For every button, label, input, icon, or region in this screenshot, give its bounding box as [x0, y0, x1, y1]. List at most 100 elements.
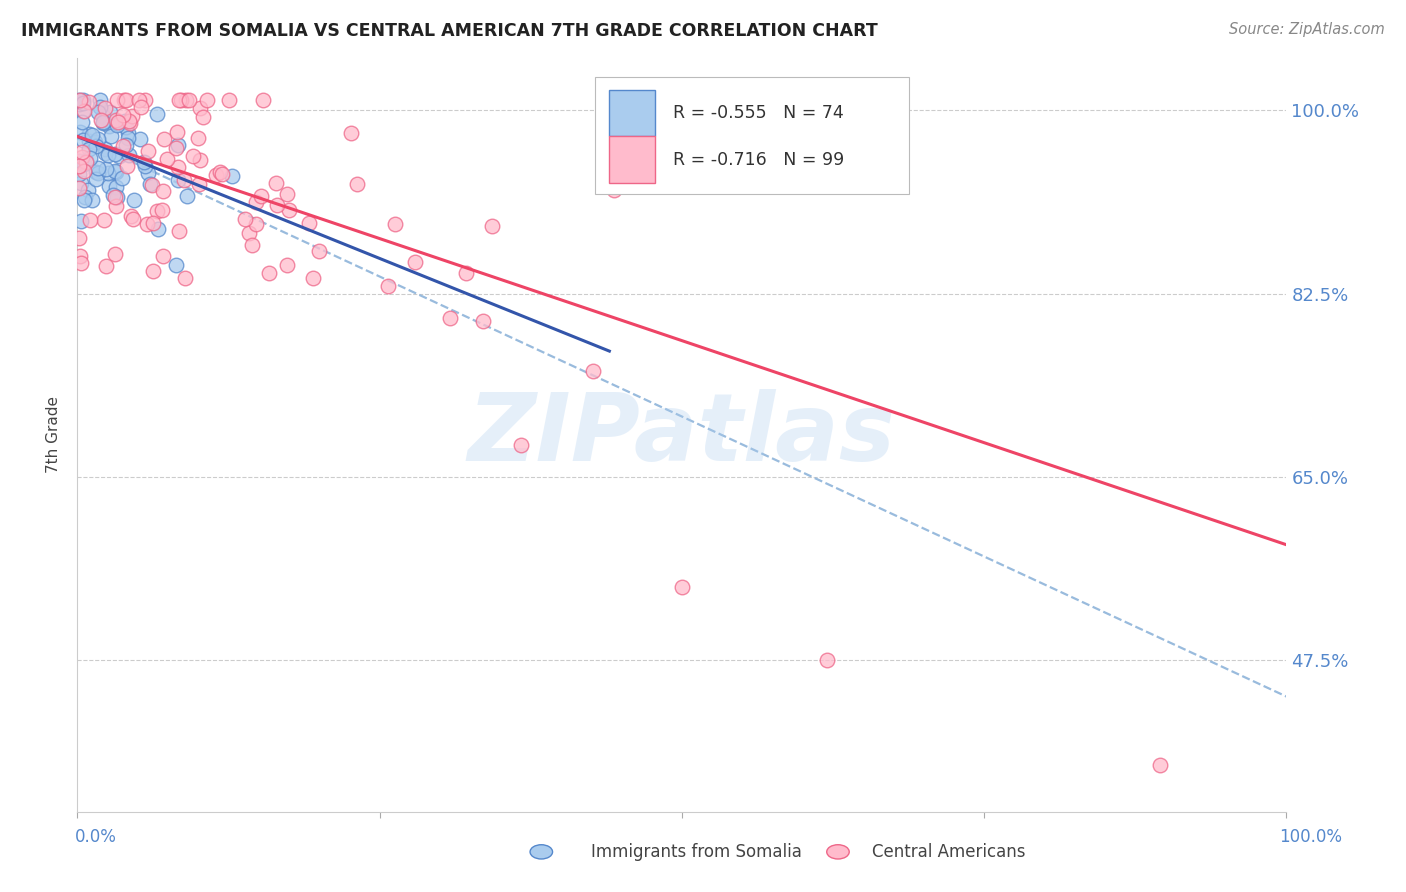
Point — [128, 93, 150, 107]
Point — [167, 173, 190, 187]
Point — [98, 104, 121, 119]
Point — [174, 93, 197, 107]
Point — [132, 155, 155, 169]
Point — [67, 153, 90, 168]
Point — [107, 114, 129, 128]
Point — [439, 311, 461, 326]
Point — [150, 203, 173, 218]
Point — [97, 166, 120, 180]
Point — [124, 193, 146, 207]
Point — [112, 108, 135, 122]
Point — [73, 164, 96, 178]
Point — [146, 203, 169, 218]
Point — [249, 189, 271, 203]
Point — [176, 189, 198, 203]
Point — [107, 93, 129, 107]
Point — [69, 256, 91, 270]
Point — [603, 183, 626, 197]
Point — [93, 142, 115, 156]
Point — [87, 132, 110, 146]
Point — [115, 93, 138, 107]
Point — [146, 222, 169, 236]
Point — [120, 209, 142, 223]
Point — [75, 154, 97, 169]
Point — [188, 101, 211, 115]
Point — [165, 258, 187, 272]
Point — [69, 93, 91, 107]
Point — [815, 653, 838, 667]
Point — [472, 314, 495, 328]
Point — [73, 157, 96, 171]
Point — [257, 266, 280, 280]
Point — [110, 171, 132, 186]
Point — [121, 212, 143, 227]
Point — [156, 152, 179, 166]
Point — [193, 111, 215, 125]
Point — [174, 270, 197, 285]
Point — [77, 127, 100, 141]
Text: 0.0%: 0.0% — [75, 828, 117, 846]
Point — [169, 93, 191, 107]
Point — [165, 141, 187, 155]
Point — [72, 104, 94, 119]
Point — [115, 159, 138, 173]
Point — [105, 113, 128, 128]
Text: 100.0%: 100.0% — [1279, 828, 1341, 846]
Point — [67, 93, 90, 107]
Point — [177, 93, 200, 107]
Point — [93, 213, 115, 227]
Point — [142, 264, 165, 278]
Point — [141, 178, 163, 193]
Point — [195, 93, 218, 107]
Point — [218, 93, 240, 107]
Point — [77, 134, 100, 148]
Point — [278, 203, 301, 218]
Point — [70, 145, 93, 160]
Point — [120, 116, 142, 130]
Point — [252, 93, 274, 107]
Point — [114, 113, 136, 128]
Text: Central Americans: Central Americans — [872, 843, 1025, 861]
Point — [671, 580, 693, 594]
Point — [101, 188, 124, 202]
Point — [233, 212, 256, 227]
Point — [104, 180, 127, 194]
Point — [136, 144, 159, 158]
Point — [105, 118, 128, 132]
Text: R = -0.716   N = 99: R = -0.716 N = 99 — [673, 151, 845, 169]
Point — [67, 167, 90, 181]
Point — [104, 199, 127, 213]
Point — [139, 177, 162, 191]
Circle shape — [530, 845, 553, 859]
Point — [582, 364, 605, 378]
Point — [72, 193, 94, 207]
Point — [98, 120, 121, 134]
Point — [91, 109, 114, 123]
Point — [104, 190, 127, 204]
Point — [117, 126, 139, 140]
Point — [79, 212, 101, 227]
Point — [298, 216, 321, 230]
Point — [276, 259, 298, 273]
Point — [136, 217, 159, 231]
Text: R = -0.555   N = 74: R = -0.555 N = 74 — [673, 104, 844, 122]
Point — [204, 168, 226, 182]
Point — [117, 130, 139, 145]
Point — [67, 231, 90, 245]
Point — [173, 173, 195, 187]
Point — [111, 139, 134, 153]
Point — [91, 115, 114, 129]
Point — [266, 198, 288, 212]
Point — [384, 218, 406, 232]
Point — [69, 125, 91, 139]
Point — [72, 134, 94, 148]
Point — [80, 128, 103, 142]
Point — [104, 147, 127, 161]
Point — [104, 164, 127, 178]
Point — [73, 190, 96, 204]
Point — [211, 167, 233, 181]
Point — [118, 114, 141, 128]
Point — [115, 120, 138, 135]
Point — [141, 216, 163, 230]
Point — [245, 218, 267, 232]
